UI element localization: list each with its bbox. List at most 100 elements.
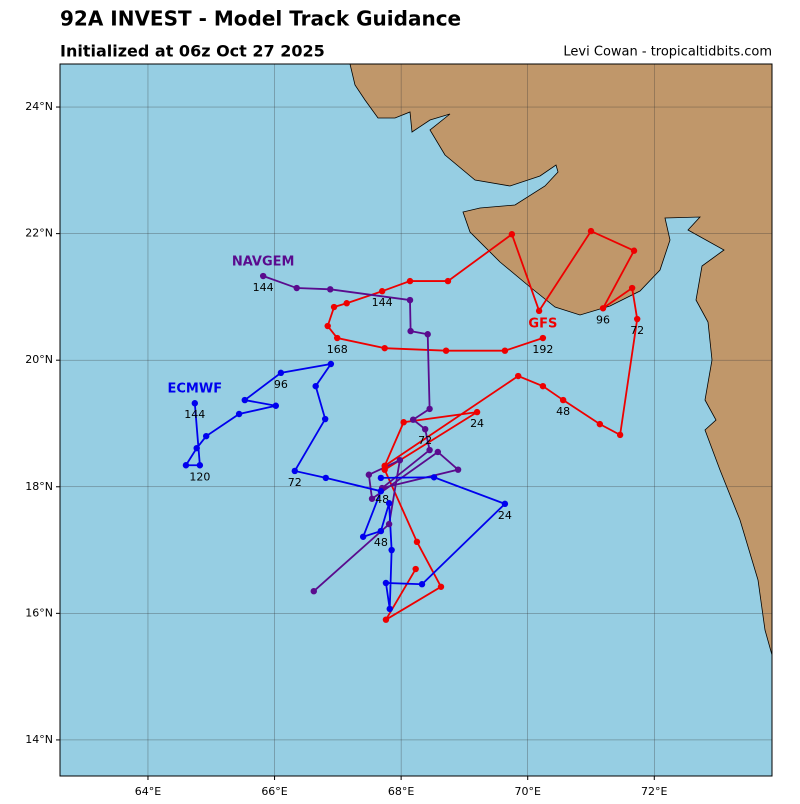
track-point bbox=[409, 416, 417, 423]
hour-label: 48 bbox=[374, 536, 388, 549]
track-point bbox=[437, 583, 445, 590]
y-tick-label: 16°N bbox=[25, 606, 53, 619]
x-tick-label: 70°E bbox=[514, 785, 540, 798]
x-tick-label: 68°E bbox=[388, 785, 414, 798]
hour-label: 144 bbox=[184, 408, 205, 421]
track-point bbox=[334, 334, 341, 342]
track-point bbox=[426, 446, 433, 454]
track-point bbox=[418, 581, 426, 588]
track-point bbox=[386, 605, 393, 613]
tracks: 24 48 72 96 144 168 192 GFS 48 72 144 NAVGEM 24 48 72 9… bbox=[168, 227, 644, 623]
track-point bbox=[388, 546, 395, 554]
track-point bbox=[293, 284, 300, 292]
credit: Levi Cowan - tropicaltidbits.com bbox=[563, 45, 772, 60]
y-tick-label: 24°N bbox=[25, 100, 53, 113]
track-point bbox=[324, 322, 331, 330]
track-point bbox=[535, 307, 543, 315]
track-point bbox=[202, 432, 210, 440]
track-point bbox=[616, 431, 624, 439]
track-point bbox=[539, 382, 547, 390]
track-point bbox=[385, 500, 393, 507]
track-point bbox=[377, 474, 385, 482]
track-point bbox=[381, 344, 388, 352]
track-point bbox=[359, 533, 367, 540]
track-line bbox=[262, 275, 460, 592]
track-point bbox=[430, 474, 438, 481]
hour-label: 96 bbox=[596, 313, 610, 326]
track-point bbox=[343, 300, 350, 307]
hour-label: 168 bbox=[327, 343, 348, 356]
track-point bbox=[501, 500, 509, 508]
y-tick-label: 22°N bbox=[25, 227, 53, 240]
hour-label: 120 bbox=[189, 470, 210, 483]
model-label: ECMWF bbox=[168, 382, 223, 397]
track-point bbox=[310, 587, 317, 595]
hour-label: 96 bbox=[274, 378, 288, 391]
track-point bbox=[378, 288, 386, 295]
track-point bbox=[406, 296, 414, 304]
hour-label: 72 bbox=[630, 324, 644, 337]
grid bbox=[60, 64, 772, 776]
track-point bbox=[182, 462, 190, 469]
y-tick-label: 20°N bbox=[25, 353, 53, 366]
track-point bbox=[413, 538, 421, 546]
track-point bbox=[412, 565, 419, 573]
chart-subtitle: Initialized at 06z Oct 27 2025 bbox=[60, 42, 325, 61]
hour-label: 48 bbox=[375, 493, 389, 506]
y-tick-label: 18°N bbox=[25, 480, 53, 493]
track-point bbox=[382, 579, 390, 587]
hour-label: 72 bbox=[418, 434, 432, 447]
track-point bbox=[444, 277, 452, 285]
track-point bbox=[381, 462, 388, 470]
track-point bbox=[272, 402, 280, 409]
hour-label: 24 bbox=[498, 509, 512, 522]
track-point bbox=[321, 415, 329, 423]
track-point bbox=[454, 466, 462, 473]
hour-label: 144 bbox=[253, 281, 274, 294]
track-point bbox=[630, 247, 638, 254]
track-point bbox=[587, 227, 595, 235]
chart-title: 92A INVEST - Model Track Guidance bbox=[60, 7, 461, 31]
hour-label: 48 bbox=[556, 405, 570, 418]
track-point bbox=[596, 420, 604, 428]
track-point bbox=[312, 382, 319, 390]
track-point bbox=[365, 471, 373, 478]
y-tick-label: 14°N bbox=[25, 733, 53, 746]
track-point bbox=[377, 488, 385, 495]
track-point bbox=[400, 419, 407, 426]
track-point bbox=[327, 360, 335, 368]
track-point bbox=[327, 286, 334, 293]
land bbox=[349, 64, 772, 656]
track-point bbox=[235, 410, 243, 418]
track-point bbox=[396, 456, 404, 464]
hour-label: 192 bbox=[532, 343, 553, 356]
x-tick-label: 64°E bbox=[135, 785, 161, 798]
track-point bbox=[508, 231, 516, 238]
track-point bbox=[559, 396, 567, 404]
track-point bbox=[407, 327, 414, 335]
track-point bbox=[277, 369, 285, 377]
track-point bbox=[442, 347, 450, 354]
track-point bbox=[191, 400, 199, 407]
frame bbox=[59, 63, 773, 777]
track-point bbox=[501, 347, 509, 354]
track-point bbox=[368, 495, 376, 502]
track-point bbox=[599, 305, 607, 312]
track-point bbox=[424, 331, 431, 338]
track-point bbox=[406, 277, 414, 285]
track-point bbox=[382, 616, 390, 623]
track-point bbox=[421, 425, 429, 433]
track-point bbox=[196, 462, 204, 469]
track-point bbox=[515, 372, 522, 380]
hour-label: 24 bbox=[470, 417, 484, 430]
track-point bbox=[628, 284, 636, 292]
model-label: NAVGEM bbox=[232, 255, 295, 270]
model-label: GFS bbox=[528, 317, 557, 332]
track-point bbox=[193, 444, 200, 452]
x-tick-label: 66°E bbox=[261, 785, 287, 798]
hour-label: 144 bbox=[372, 296, 393, 309]
track-point bbox=[385, 520, 393, 528]
track-point bbox=[434, 448, 442, 456]
track-point bbox=[377, 527, 385, 535]
